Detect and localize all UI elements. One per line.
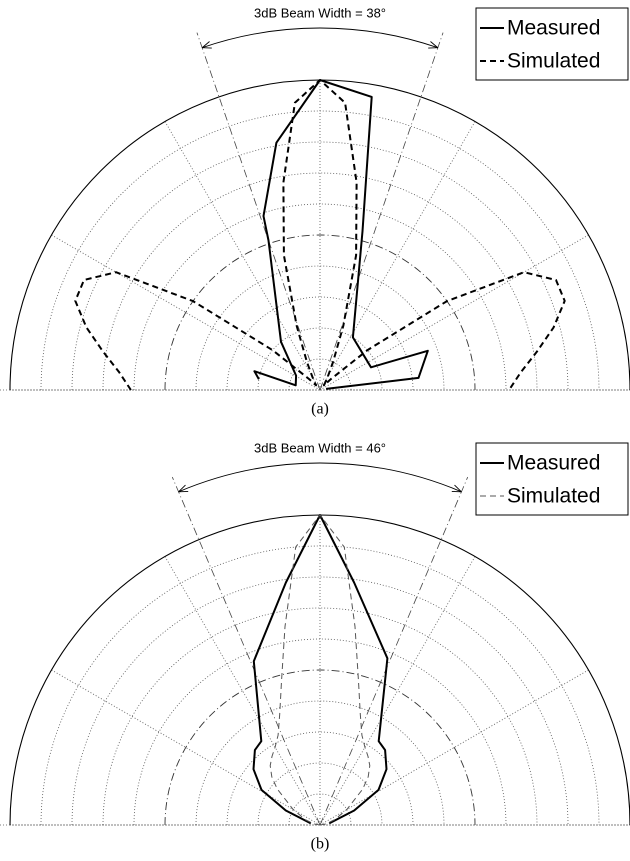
grid-ring [195,700,445,826]
grid-spoke [319,556,476,826]
beam-line [171,476,321,826]
legend-box [475,442,629,516]
caption: (a) [311,401,329,418]
beam-line [319,476,469,826]
grid-spoke [319,669,589,826]
arrow-head [201,41,212,49]
arrow-head [178,484,189,493]
grid-spoke [319,234,589,391]
grid-ring [195,265,445,391]
legend-label: Simulated [507,50,600,73]
legend-label: Measured [507,17,600,40]
reference-ring [164,669,476,826]
beam-line [196,32,321,391]
polar-chart: 3dB Beam Width = 46° Measured Simulated (b) [0,440,630,853]
grid-ring [102,607,538,826]
grid-ring [226,731,414,826]
beam-arc [178,462,462,493]
polar-chart: 3dB Beam Width = 38° Measured Simulated (a) [0,5,630,418]
grid-spoke [164,121,321,391]
grid-spoke [51,234,321,391]
legend-box [475,7,629,81]
grid-ring [71,141,569,391]
grid-spoke [319,121,476,391]
series-line [74,79,566,391]
caption: (b) [311,836,330,853]
series-line [269,514,371,826]
reference-ring [164,234,476,391]
legend-label: Simulated [507,485,600,508]
series-line [253,79,429,390]
legend-label: Measured [507,452,600,475]
annotation: 3dB Beam Width = 38° [254,5,386,20]
beam-arc [201,27,439,49]
beam-line [319,32,444,391]
arrow-head [451,484,462,493]
grid-spoke [51,669,321,826]
grid-spoke [164,556,321,826]
grid-ring [71,576,569,826]
grid-ring [102,172,538,391]
arrow-head [428,41,439,49]
grid-ring [40,545,600,826]
annotation: 3dB Beam Width = 46° [254,440,386,455]
series-line [252,514,389,825]
grid-ring [40,110,600,391]
grid-ring [226,296,414,391]
